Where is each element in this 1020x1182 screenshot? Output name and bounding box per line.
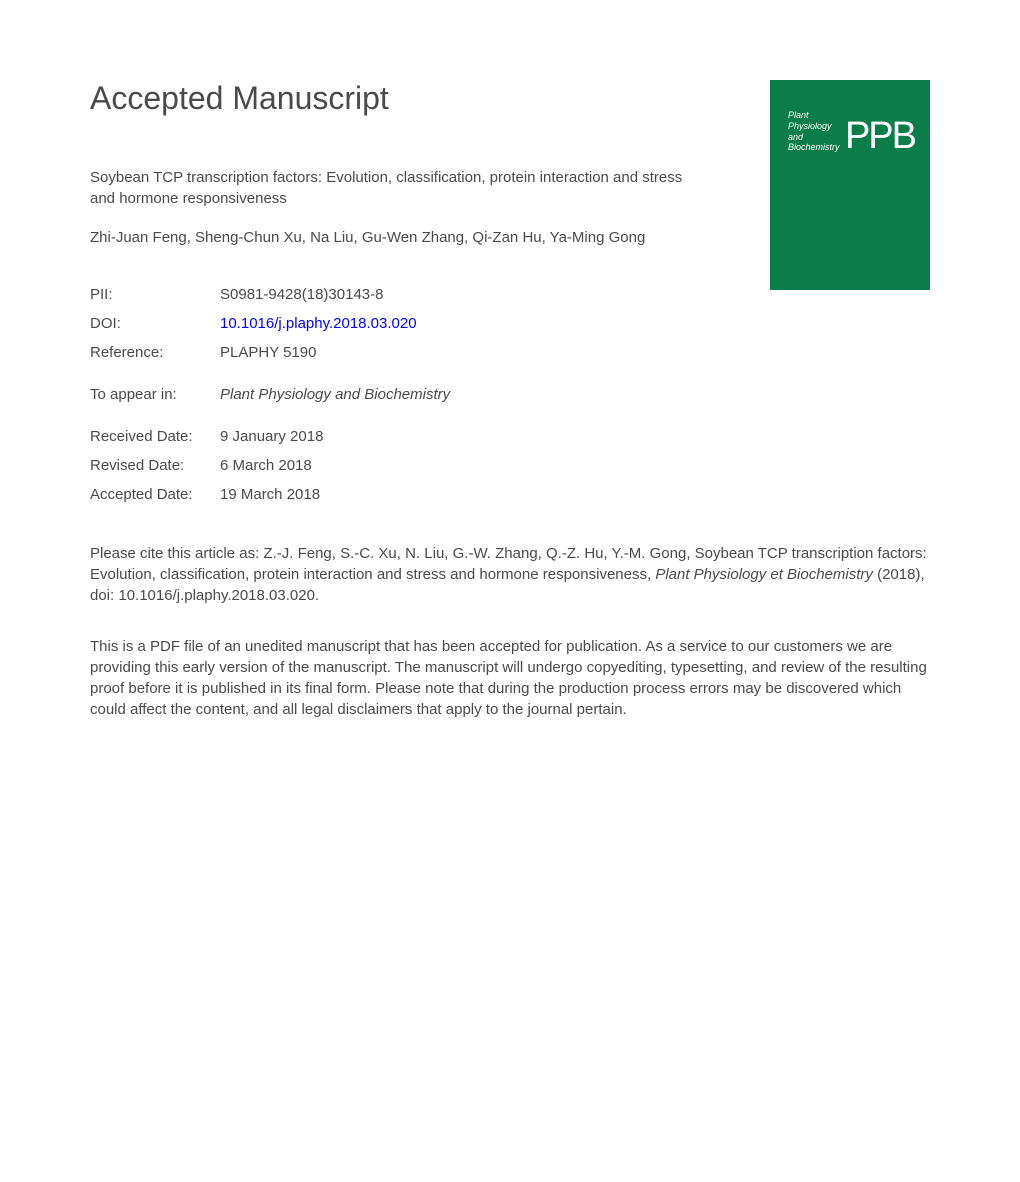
metadata-table: PII: S0981-9428(18)30143-8 DOI: 10.1016/… — [90, 286, 930, 361]
received-date-row: Received Date: 9 January 2018 — [90, 428, 930, 445]
cover-title-line2: Physiology — [788, 121, 832, 131]
accepted-date-label: Accepted Date: — [90, 486, 220, 503]
cover-title-line1: Plant — [788, 110, 809, 120]
dates-section: Received Date: 9 January 2018 Revised Da… — [90, 428, 930, 503]
journal-cover-thumbnail: Plant Physiology and Biochemistry PPB — [770, 80, 930, 290]
to-appear-row: To appear in: Plant Physiology and Bioch… — [90, 386, 930, 403]
doi-label: DOI: — [90, 315, 220, 332]
pii-value: S0981-9428(18)30143-8 — [220, 286, 383, 303]
doi-link[interactable]: 10.1016/j.plaphy.2018.03.020 — [220, 315, 417, 332]
received-date-label: Received Date: — [90, 428, 220, 445]
doi-row: DOI: 10.1016/j.plaphy.2018.03.020 — [90, 315, 930, 332]
to-appear-value: Plant Physiology and Biochemistry — [220, 386, 450, 403]
citation-journal-name: Plant Physiology et Biochemistry — [655, 566, 873, 583]
revised-date-value: 6 March 2018 — [220, 457, 312, 474]
article-title: Soybean TCP transcription factors: Evolu… — [90, 167, 690, 209]
reference-row: Reference: PLAPHY 5190 — [90, 344, 930, 361]
cover-title-line3: and — [788, 132, 803, 142]
cover-title-line4: Biochemistry — [788, 142, 840, 152]
accepted-date-value: 19 March 2018 — [220, 486, 320, 503]
citation-text: Please cite this article as: Z.-J. Feng,… — [90, 543, 930, 606]
disclaimer-text: This is a PDF file of an unedited manusc… — [90, 636, 930, 720]
pii-label: PII: — [90, 286, 220, 303]
accepted-date-row: Accepted Date: 19 March 2018 — [90, 486, 930, 503]
revised-date-label: Revised Date: — [90, 457, 220, 474]
received-date-value: 9 January 2018 — [220, 428, 323, 445]
revised-date-row: Revised Date: 6 March 2018 — [90, 457, 930, 474]
journal-cover-inner: Plant Physiology and Biochemistry PPB — [780, 90, 920, 280]
reference-value: PLAPHY 5190 — [220, 344, 316, 361]
article-authors: Zhi-Juan Feng, Sheng-Chun Xu, Na Liu, Gu… — [90, 229, 790, 246]
journal-cover-title: Plant Physiology and Biochemistry — [788, 110, 840, 153]
reference-label: Reference: — [90, 344, 220, 361]
to-appear-label: To appear in: — [90, 386, 220, 403]
journal-cover-abbreviation: PPB — [845, 115, 915, 158]
